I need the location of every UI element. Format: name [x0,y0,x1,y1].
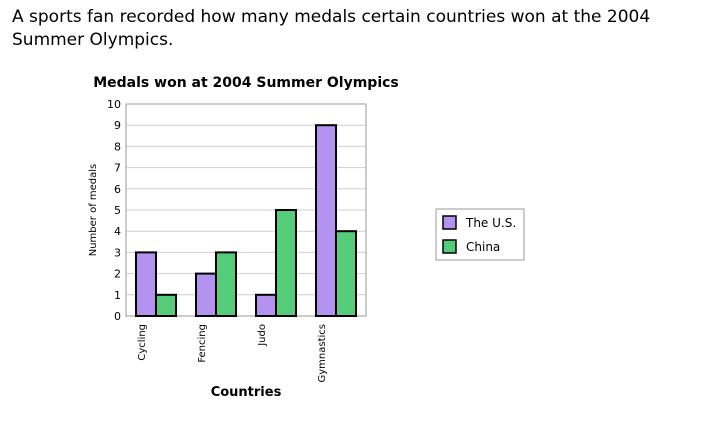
x-category-label: Fencing [197,324,208,363]
y-tick-label: 3 [114,246,121,259]
y-axis-label: Number of medals [88,164,99,257]
legend-swatch-us [442,215,457,230]
y-tick-label: 6 [114,183,121,196]
y-tick-label: 9 [114,119,121,132]
x-category-label: Judo [257,324,268,347]
bar-gymnastics-china [335,230,357,317]
bar-cycling-us [135,251,157,317]
y-tick-label: 7 [114,162,121,175]
plot-area [125,103,367,317]
bar-judo-china [275,209,297,317]
x-axis-categories: Cycling Fencing Judo Gymnastics [137,324,328,383]
y-tick-label: 4 [114,225,121,238]
legend: The U.S. China [435,208,525,261]
y-tick-label: 1 [114,289,121,302]
legend-label-china: China [466,240,500,254]
legend-swatch-china [442,239,457,254]
bar-gymnastics-us [315,124,337,317]
bar-fencing-china [215,251,237,317]
x-axis-label: Countries [211,385,282,400]
x-category-label: Gymnastics [317,324,328,383]
y-tick-label: 10 [107,98,121,111]
y-tick-label: 8 [114,140,121,153]
bar-fencing-us [195,272,217,318]
bar-judo-us [255,293,277,317]
y-axis-ticks: 0 1 2 3 4 5 6 7 8 9 10 [107,98,121,323]
y-tick-label: 0 [114,310,121,323]
bars [135,124,357,318]
legend-label-us: The U.S. [465,216,516,230]
bar-cycling-china [155,293,177,317]
x-category-label: Cycling [137,324,148,361]
y-tick-label: 2 [114,268,121,281]
chart-title: Medals won at 2004 Summer Olympics [93,75,399,91]
question-text: A sports fan recorded how many medals ce… [12,7,651,50]
y-tick-label: 5 [114,204,121,217]
